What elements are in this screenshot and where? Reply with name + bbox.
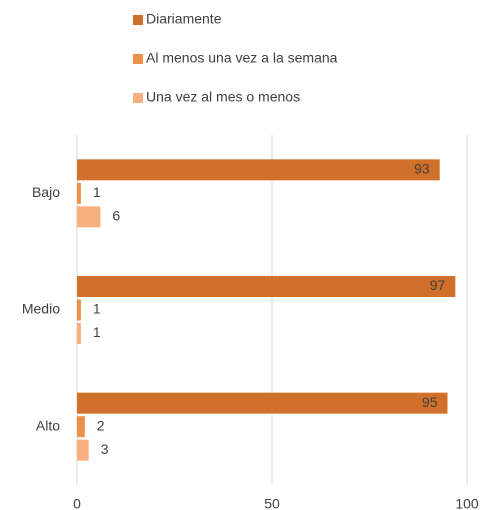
y-tick-label: Bajo: [32, 184, 60, 200]
data-label: 3: [101, 441, 109, 457]
legend-label: Al menos una vez a la semana: [146, 50, 338, 66]
bar: [77, 182, 81, 204]
data-label: 6: [112, 208, 120, 224]
data-label: 97: [430, 277, 446, 293]
bar: [77, 416, 85, 438]
legend-label: Diariamente: [146, 11, 222, 27]
data-label: 93: [414, 161, 430, 177]
legend-swatch: [133, 15, 143, 25]
legend-swatch: [133, 54, 143, 64]
x-tick-label: 50: [264, 496, 280, 510]
bar: [77, 392, 448, 414]
bar: [77, 439, 89, 461]
legend-label: Una vez al mes o menos: [146, 89, 300, 105]
legend-swatch: [133, 93, 143, 103]
data-label: 1: [93, 184, 101, 200]
bar: [77, 323, 81, 344]
x-tick-label: 100: [455, 496, 479, 510]
data-label: 1: [93, 301, 101, 317]
y-tick-label: Alto: [36, 417, 60, 433]
bar: [77, 276, 456, 297]
data-label: 1: [93, 324, 101, 340]
data-label: 2: [97, 417, 105, 433]
bar: [77, 159, 440, 181]
data-label: 95: [422, 394, 438, 410]
bar: [77, 206, 101, 228]
bar: [77, 299, 81, 321]
x-tick-label: 0: [73, 496, 81, 510]
y-tick-label: Medio: [22, 301, 60, 317]
